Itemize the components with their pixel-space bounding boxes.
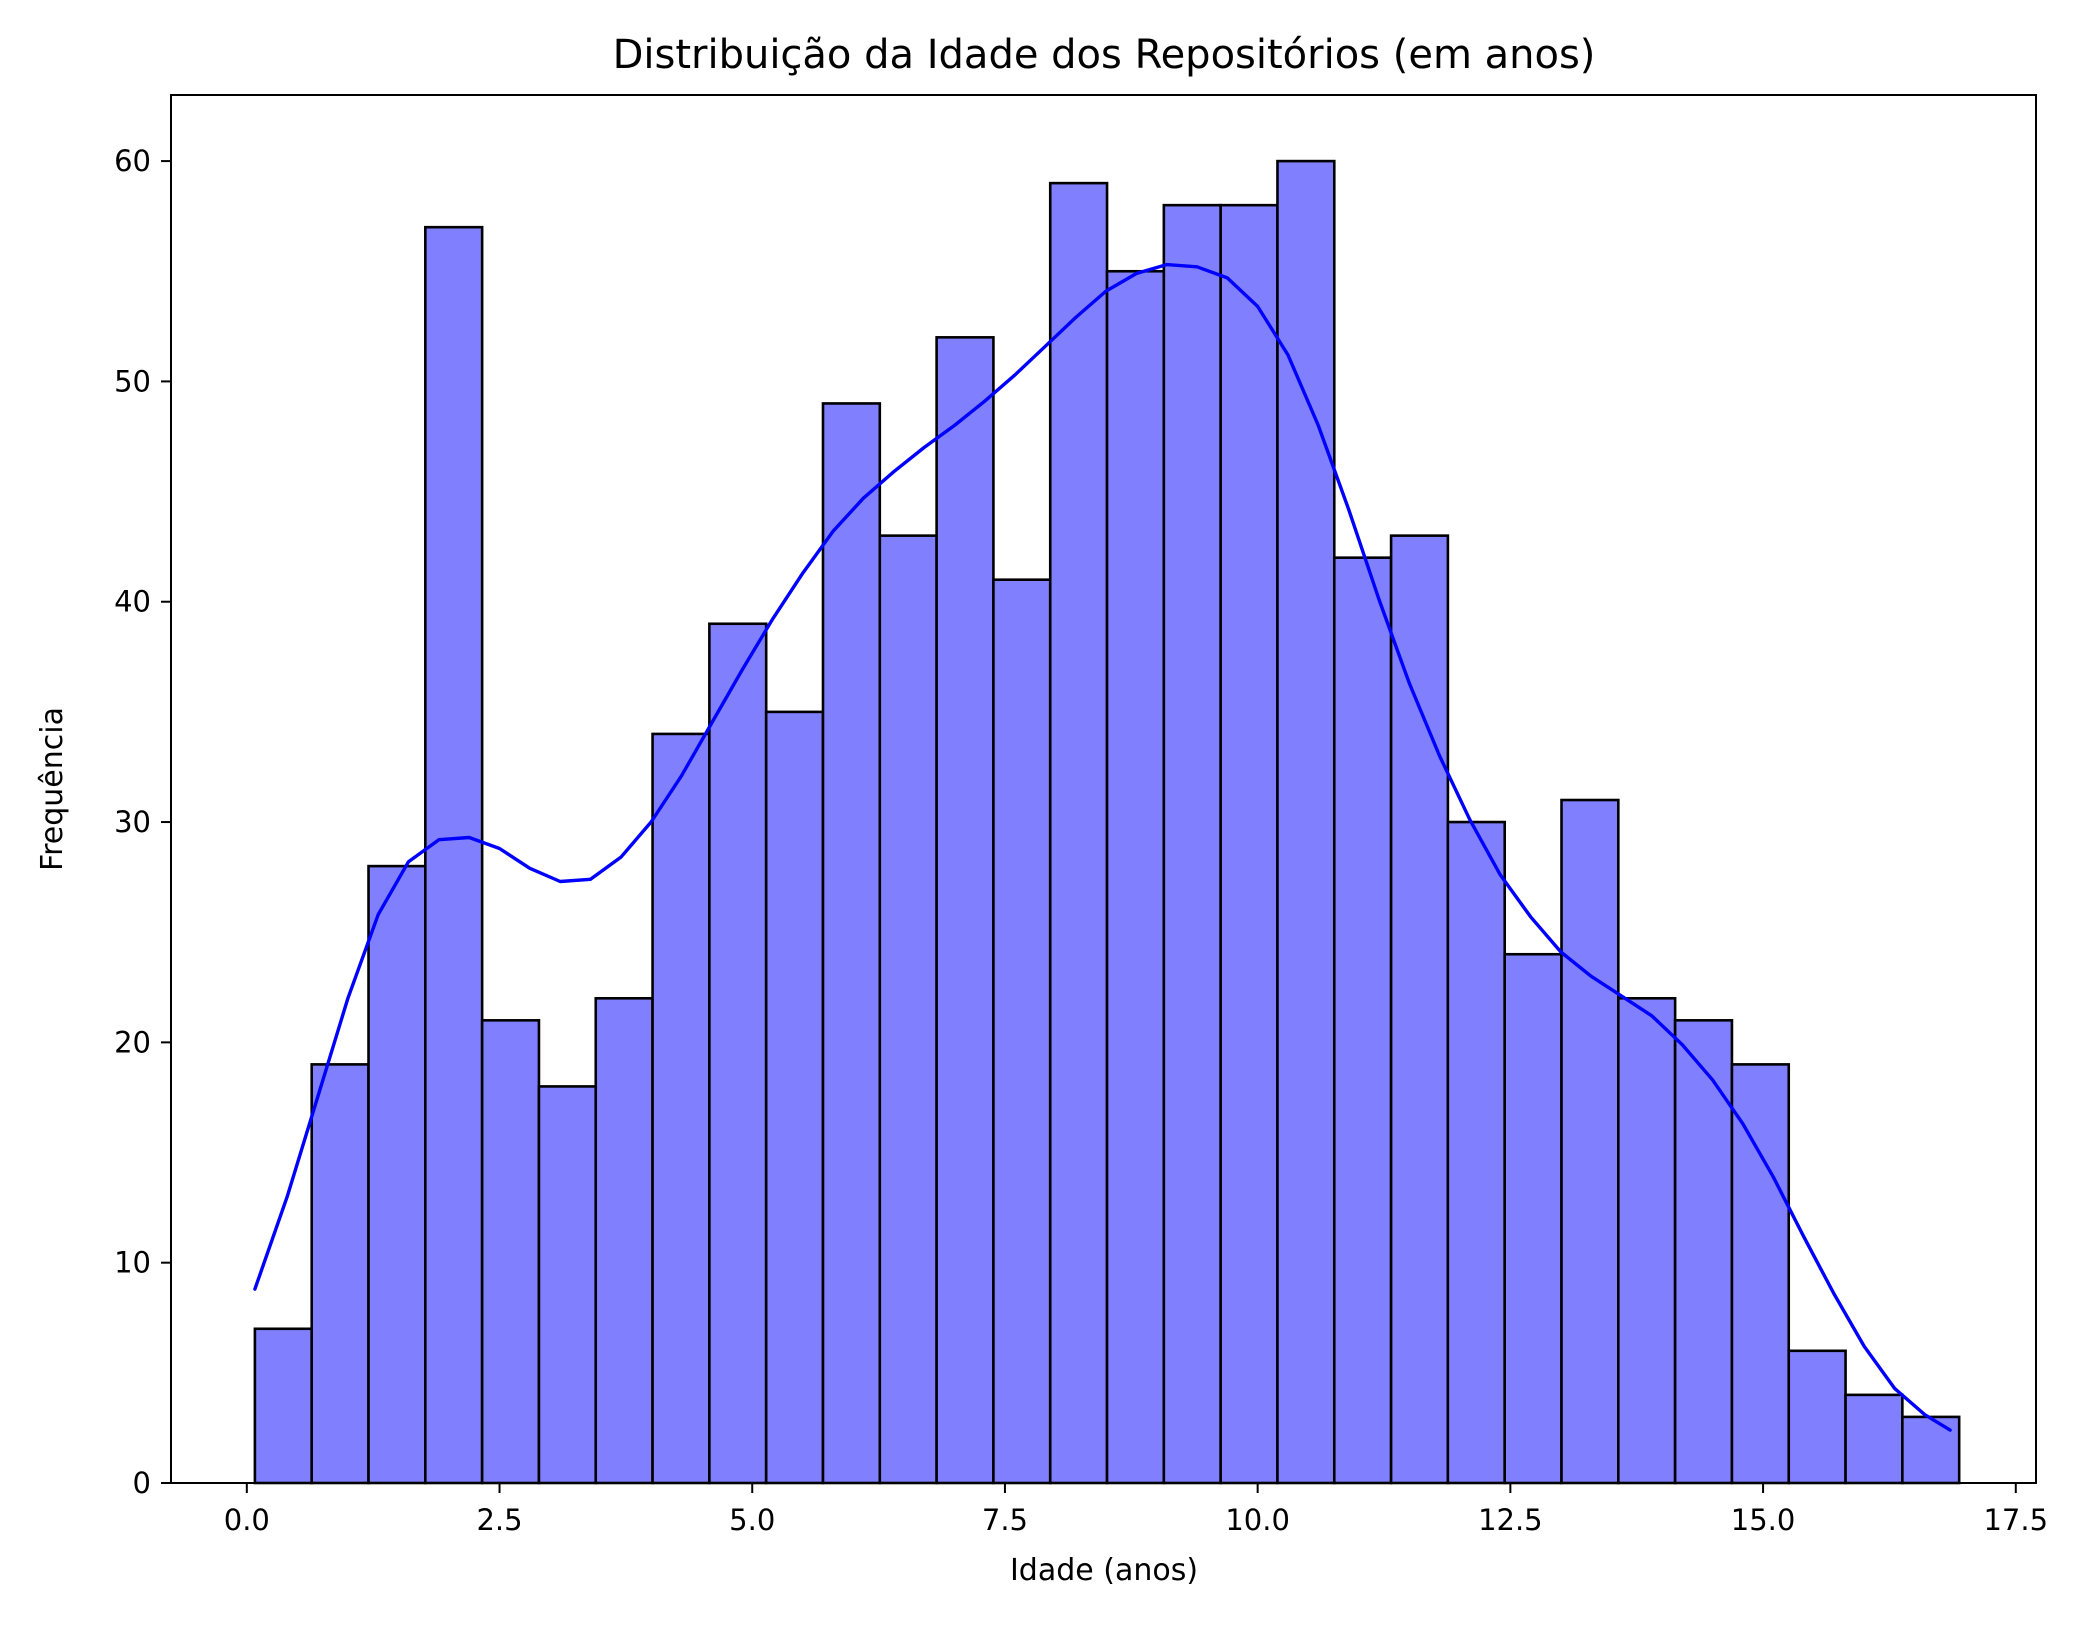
histogram-bar bbox=[1730, 1063, 1791, 1485]
histogram-bar bbox=[594, 997, 654, 1485]
y-tick-label: 10 bbox=[114, 1246, 151, 1280]
histogram-bar bbox=[651, 732, 711, 1485]
histogram-bar bbox=[1162, 203, 1222, 1485]
y-tick-label: 30 bbox=[114, 805, 151, 839]
histogram-bar bbox=[1617, 997, 1677, 1485]
x-axis-title: Idade (anos) bbox=[1010, 1553, 1198, 1588]
y-tick-label: 50 bbox=[114, 364, 151, 398]
y-axis-title: Frequência bbox=[35, 707, 70, 871]
x-tick-label: 10.0 bbox=[1225, 1503, 1290, 1537]
y-tick-label: 60 bbox=[114, 144, 151, 178]
x-tick-label: 5.0 bbox=[729, 1503, 775, 1537]
histogram-bar bbox=[708, 622, 768, 1485]
histogram-bar bbox=[992, 578, 1052, 1485]
histogram-bar bbox=[1219, 203, 1279, 1485]
histogram-bar bbox=[310, 1063, 370, 1485]
y-axis: 0 10 20 30 40 50 60 bbox=[114, 144, 171, 1500]
histogram-bar bbox=[821, 402, 882, 1485]
plot-frame bbox=[170, 94, 2037, 1484]
y-tick-label: 0 bbox=[133, 1466, 151, 1500]
y-tick-label: 40 bbox=[114, 585, 151, 619]
histogram-bar bbox=[1901, 1415, 1961, 1485]
histogram-bar bbox=[1276, 159, 1336, 1485]
histogram-bar bbox=[1560, 798, 1620, 1485]
x-tick-label: 12.5 bbox=[1478, 1503, 1543, 1537]
histogram-bar bbox=[367, 864, 427, 1485]
y-tick-label: 20 bbox=[114, 1025, 151, 1059]
histogram-bar bbox=[480, 1019, 541, 1485]
x-tick-label: 17.5 bbox=[1983, 1503, 2048, 1537]
histogram-bar bbox=[1673, 1019, 1734, 1485]
histogram-bar bbox=[935, 336, 995, 1485]
histogram-bar bbox=[424, 225, 484, 1485]
x-tick-label: 7.5 bbox=[982, 1503, 1028, 1537]
histogram-bar bbox=[1844, 1393, 1904, 1485]
x-tick-label: 15.0 bbox=[1731, 1503, 1796, 1537]
chart-title: Distribuição da Idade dos Repositórios (… bbox=[613, 32, 1596, 78]
histogram-bar bbox=[1446, 820, 1507, 1485]
histogram-bar bbox=[764, 710, 825, 1485]
histogram-bar bbox=[1332, 556, 1393, 1485]
x-tick-label: 2.5 bbox=[476, 1503, 522, 1537]
x-tick-label: 0.0 bbox=[224, 1503, 270, 1537]
histogram-bar bbox=[1503, 952, 1563, 1485]
kde-curve bbox=[253, 262, 1952, 1432]
histogram-bar bbox=[1787, 1349, 1847, 1485]
histogram-bar bbox=[1105, 269, 1166, 1485]
histogram-bar bbox=[537, 1085, 598, 1485]
histogram-bar bbox=[878, 534, 938, 1485]
histogram-bar bbox=[1048, 181, 1109, 1485]
histogram-bar bbox=[253, 1327, 314, 1485]
bars-group bbox=[253, 159, 1961, 1485]
x-axis: 0.0 2.5 5.0 7.5 10.0 12.5 15.0 17.5 bbox=[224, 1483, 2048, 1537]
histogram-bar bbox=[1389, 534, 1450, 1485]
